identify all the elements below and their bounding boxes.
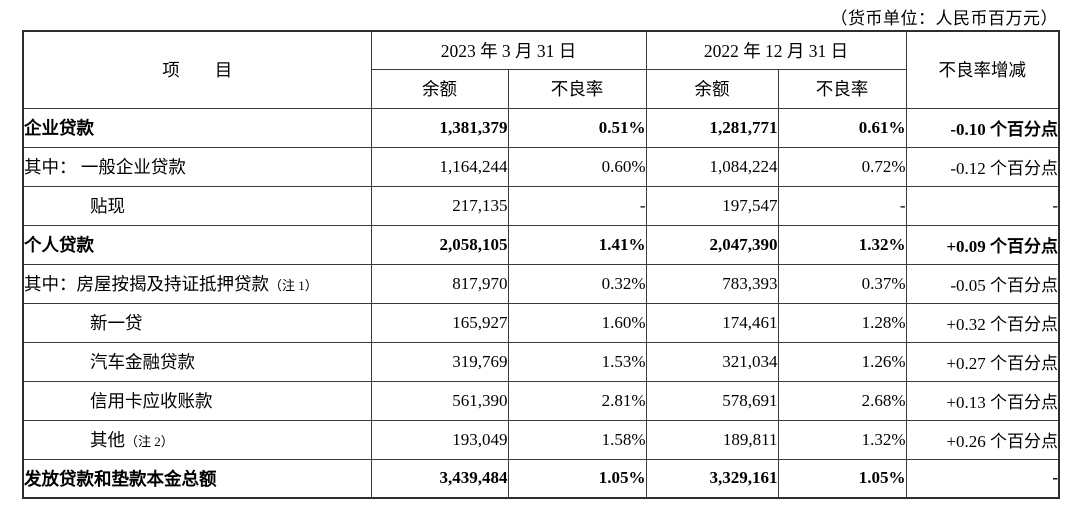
table-row: 其中：房屋按揭及持证抵押贷款（注 1） 817,970 0.32% 783,393 0.… <box>22 263 1060 304</box>
cell-npl-change: -0.10 个百分点 <box>905 107 1060 148</box>
cell-balance-2022: 1,084,224 <box>645 146 779 187</box>
row-item-label: 发放贷款和垫款本金总额 <box>22 458 372 499</box>
cell-npl-change: +0.09 个百分点 <box>905 224 1060 265</box>
table-row: 个人贷款 2,058,105 1.41% 2,047,390 1.32% +0.09 个百… <box>22 224 1060 265</box>
cell-balance-2022: 2,047,390 <box>645 224 779 265</box>
cell-npl-2022: 1.32% <box>777 224 907 265</box>
cell-npl-2023: 0.60% <box>507 146 647 187</box>
item-text: 企业贷款 <box>24 118 94 138</box>
cell-npl-2022: 0.37% <box>777 263 907 304</box>
cell-npl-2023: 1.41% <box>507 224 647 265</box>
item-text: 其中：房屋按揭及持证抵押贷款 <box>24 274 269 294</box>
item-text: 发放贷款和垫款本金总额 <box>24 468 217 489</box>
header-row-metrics: 余额 不良率 余额 不良率 <box>23 68 1059 109</box>
item-note: （注 1） <box>269 278 318 293</box>
cell-balance-2022: 578,691 <box>645 380 779 421</box>
table-row: 企业贷款 1,381,379 0.51% 1,281,771 0.61% -0.10 个百… <box>22 107 1060 148</box>
cell-npl-change: - <box>905 458 1060 499</box>
cell-balance-2023: 1,164,244 <box>370 146 509 187</box>
cell-npl-2023: 0.51% <box>507 107 647 148</box>
item-text: 个人贷款 <box>24 235 94 255</box>
item-text: 其他 <box>90 430 125 450</box>
cell-balance-2023: 319,769 <box>370 341 509 382</box>
cell-balance-2023: 193,049 <box>370 419 509 460</box>
item-text: 汽车金融贷款 <box>90 352 195 372</box>
header-balance-2022: 余额 <box>645 68 779 109</box>
header-date-2022: 2022 年 12 月 31 日 <box>645 30 907 70</box>
cell-balance-2023: 217,135 <box>370 185 509 226</box>
cell-npl-2022: 0.72% <box>777 146 907 187</box>
cell-npl-2022: 1.26% <box>777 341 907 382</box>
currency-unit-caption: （货币单位：人民币百万元） <box>830 9 1058 28</box>
cell-npl-2023: 1.05% <box>507 458 647 499</box>
item-text: 其中： 一般企业贷款 <box>24 157 186 177</box>
header-npl-2023: 不良率 <box>507 68 647 109</box>
cell-npl-change: +0.26 个百分点 <box>905 419 1060 460</box>
cell-balance-2023: 2,058,105 <box>370 224 509 265</box>
item-note: （注 2） <box>125 434 174 449</box>
row-item-label: 贴现 <box>22 185 372 226</box>
cell-npl-2022: 2.68% <box>777 380 907 421</box>
row-item-label: 其中：房屋按揭及持证抵押贷款（注 1） <box>22 263 372 304</box>
table-row: 发放贷款和垫款本金总额 3,439,484 1.05% 3,329,161 1.05% - <box>22 458 1060 499</box>
cell-npl-2023: 1.60% <box>507 302 647 343</box>
cell-balance-2022: 197,547 <box>645 185 779 226</box>
cell-balance-2022: 174,461 <box>645 302 779 343</box>
cell-npl-2023: 1.53% <box>507 341 647 382</box>
cell-balance-2023: 817,970 <box>370 263 509 304</box>
cell-balance-2023: 561,390 <box>370 380 509 421</box>
row-item-label: 汽车金融贷款 <box>22 341 372 382</box>
cell-npl-2023: - <box>507 185 647 226</box>
table-row: 信用卡应收账款 561,390 2.81% 578,691 2.68% +0.13 个百分… <box>22 380 1060 421</box>
table-row: 其他（注 2） 193,049 1.58% 189,811 1.32% +0.26 个百分… <box>22 419 1060 460</box>
cell-npl-change: +0.27 个百分点 <box>905 341 1060 382</box>
row-item-label: 企业贷款 <box>22 107 372 148</box>
row-item-label: 信用卡应收账款 <box>22 380 372 421</box>
header-balance-2023: 余额 <box>370 68 509 109</box>
cell-balance-2022: 1,281,771 <box>645 107 779 148</box>
header-row-dates: 项 目 2023 年 3 月 31 日 2022 年 12 月 31 日 不良率… <box>22 30 1060 109</box>
cell-npl-change: - <box>905 185 1060 226</box>
cell-npl-2022: 0.61% <box>777 107 907 148</box>
cell-balance-2023: 3,439,484 <box>370 458 509 499</box>
cell-npl-2023: 2.81% <box>507 380 647 421</box>
cell-npl-2022: 1.32% <box>777 419 907 460</box>
row-item-label: 其中： 一般企业贷款 <box>22 146 372 187</box>
item-text: 贴现 <box>90 196 125 216</box>
cell-npl-2023: 1.58% <box>507 419 647 460</box>
cell-balance-2022: 321,034 <box>645 341 779 382</box>
cell-balance-2023: 165,927 <box>370 302 509 343</box>
cell-balance-2023: 1,381,379 <box>370 107 509 148</box>
row-item-label: 其他（注 2） <box>22 419 372 460</box>
header-npl-change: 不良率增减 <box>905 30 1060 109</box>
table-row: 贴现 217,135-197,547- - <box>22 185 1060 226</box>
header-item: 项 目 <box>22 30 372 109</box>
cell-balance-2022: 3,329,161 <box>645 458 779 499</box>
row-item-label: 个人贷款 <box>22 224 372 265</box>
header-npl-2022: 不良率 <box>777 68 907 109</box>
cell-balance-2022: 783,393 <box>645 263 779 304</box>
cell-npl-change: +0.32 个百分点 <box>905 302 1060 343</box>
loan-quality-table: 项 目 2023 年 3 月 31 日 2022 年 12 月 31 日 不良率… <box>22 30 1060 499</box>
item-text: 新一贷 <box>90 313 143 333</box>
cell-balance-2022: 189,811 <box>645 419 779 460</box>
table-row: 新一贷 165,927 1.60% 174,461 1.28% +0.32 个百分点 <box>22 302 1060 343</box>
cell-npl-2022: 1.28% <box>777 302 907 343</box>
header-date-2023: 2023 年 3 月 31 日 <box>370 30 647 70</box>
cell-npl-2022: - <box>777 185 907 226</box>
cell-npl-change: +0.13 个百分点 <box>905 380 1060 421</box>
cell-npl-2023: 0.32% <box>507 263 647 304</box>
cell-npl-change: -0.12 个百分点 <box>905 146 1060 187</box>
row-item-label: 新一贷 <box>22 302 372 343</box>
cell-npl-change: -0.05 个百分点 <box>905 263 1060 304</box>
table-row: 汽车金融贷款 319,769 1.53% 321,034 1.26% +0.27 个百分点 <box>22 341 1060 382</box>
table-row: 其中： 一般企业贷款 1,164,244 0.60% 1,084,224 0.72% -0… <box>22 146 1060 187</box>
item-text: 信用卡应收账款 <box>90 391 213 411</box>
cell-npl-2022: 1.05% <box>777 458 907 499</box>
